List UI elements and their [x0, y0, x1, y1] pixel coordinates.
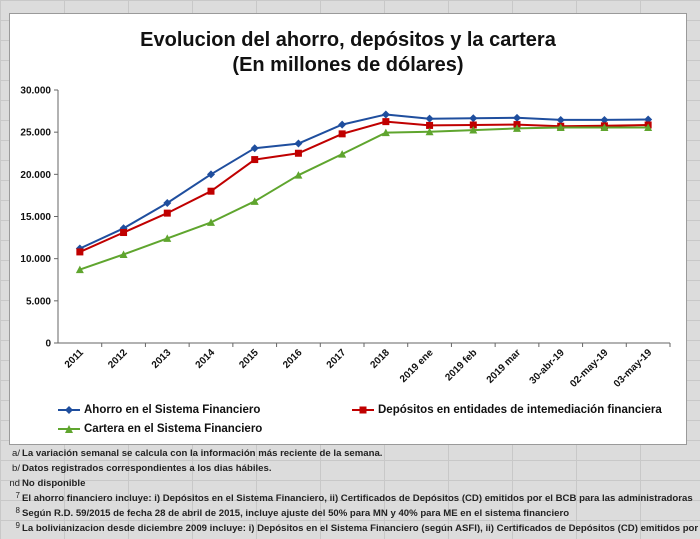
footnote-mark: a/ [11, 448, 20, 459]
series-line-2 [79, 120, 649, 253]
data-point-diamond [513, 113, 521, 122]
legend-label-cartera: Cartera en el Sistema Financiero [84, 423, 263, 435]
x-tick-label: 2019 feb [443, 347, 479, 383]
footnote-mark: b/ [11, 463, 20, 474]
footnotes: a/ La variación semanal se calcula con l… [0, 446, 700, 536]
footnote-mark: 7 [15, 491, 20, 500]
data-point-triangle [600, 123, 609, 132]
x-tick-label: 2016 [281, 347, 305, 371]
data-point-diamond [600, 115, 609, 124]
data-point-diamond [425, 114, 434, 123]
data-point-triangle [338, 150, 347, 158]
footnote-text: El ahorro financiero incluye: i) Depósit… [22, 493, 693, 504]
y-tick-label: 20.000 [20, 170, 51, 181]
data-point-triangle [425, 127, 434, 136]
legend-marker-diamond-icon [58, 406, 80, 414]
legend-marker-square-icon [352, 406, 374, 414]
x-tick-label: 2019 ene [398, 347, 436, 385]
legend-label-ahorro: Ahorro en el Sistema Financiero [84, 404, 261, 416]
footnote-row: 7 El ahorro financiero incluye: i) Depós… [0, 491, 700, 506]
x-tick-label: 2013 [150, 347, 174, 371]
data-point-square [426, 121, 434, 129]
footnote-text: La variación semanal se calcula con la i… [22, 448, 383, 459]
data-point-square [382, 118, 390, 126]
data-point-triangle [381, 128, 390, 137]
data-point-triangle [163, 234, 172, 242]
data-point-triangle [644, 123, 653, 132]
data-point-diamond [381, 110, 390, 119]
footnote-row: a/ La variación semanal se calcula con l… [0, 446, 700, 461]
legend-label-depositos: Depósitos en entidades de intemediación … [378, 404, 662, 416]
data-point-square [294, 149, 302, 157]
chart-title: Evolucion del ahorro, depósitos y la car… [140, 29, 556, 51]
y-tick-label: 30.000 [20, 86, 51, 97]
x-tick-label: 30-abr-19 [528, 347, 568, 387]
x-tick-label: 2012 [106, 347, 130, 371]
series-line-1 [79, 113, 649, 250]
data-point-square [338, 130, 346, 138]
x-tick-label: 03-may-19 [612, 347, 655, 390]
x-tick-label: 02-may-19 [568, 347, 611, 390]
data-point-triangle [469, 126, 478, 134]
footnote-mark: nd [9, 478, 20, 489]
y-tick-label: 5.000 [26, 296, 51, 307]
footnote-row: nd No disponible [0, 476, 700, 491]
x-tick-label: 2011 [63, 347, 86, 370]
footnote-mark: 8 [15, 506, 20, 515]
footnote-text: Datos registrados correspondientes a los… [22, 463, 272, 474]
data-point-triangle [250, 197, 259, 205]
footnote-mark: 9 [15, 521, 20, 530]
data-point-diamond [556, 115, 565, 124]
x-tick-label: 2018 [368, 347, 392, 371]
data-point-diamond [250, 144, 259, 153]
data-point-square [76, 248, 84, 256]
x-tick-label: 2017 [325, 347, 349, 371]
line-chart: 0 5.000 10.000 15.000 20.000 25.000 30.000 2011… [20, 86, 671, 390]
chart-subtitle: (En millones de dólares) [232, 54, 464, 76]
legend-item-ahorro: Ahorro en el Sistema Financiero [58, 404, 260, 416]
data-point-triangle [556, 123, 565, 132]
data-point-diamond [294, 139, 303, 148]
data-point-diamond [207, 170, 215, 179]
data-point-square [207, 187, 215, 195]
data-point-square [120, 229, 128, 237]
footnote-text: Según R.D. 59/2015 de fecha 28 de abril … [22, 508, 570, 519]
y-tick-label: 15.000 [20, 212, 51, 223]
chart-area[interactable]: Evolucion del ahorro, depósitos y la car… [9, 13, 687, 445]
x-tick-label: 2019 mar [485, 347, 524, 386]
legend-item-depositos: Depósitos en entidades de intemediación … [352, 404, 662, 416]
data-point-triangle [207, 218, 215, 226]
series-line-3 [79, 126, 649, 271]
legend-marker-triangle-icon [58, 425, 80, 433]
y-tick-label: 10.000 [20, 254, 51, 265]
y-tick-label: 25.000 [20, 128, 51, 139]
legend-item-cartera: Cartera en el Sistema Financiero [58, 423, 262, 435]
footnote-row: 8 Según R.D. 59/2015 de fecha 28 de abri… [0, 506, 700, 521]
footnote-row: b/ Datos registrados correspondientes a … [0, 461, 700, 476]
footnote-text: No disponible [22, 478, 86, 489]
data-point-square [251, 156, 259, 164]
data-point-square [469, 121, 477, 129]
data-point-square [163, 209, 171, 217]
y-tick-label: 0 [45, 339, 51, 350]
footnote-row: 9 La bolivianizacion desde diciembre 200… [0, 521, 700, 536]
data-point-triangle [513, 124, 521, 132]
data-point-diamond [338, 120, 347, 129]
footnote-text: La bolivianizacion desde diciembre 2009 … [22, 523, 699, 534]
x-tick-label: 2014 [194, 347, 218, 371]
data-point-triangle [119, 250, 128, 258]
data-point-diamond [163, 199, 172, 208]
data-point-triangle [75, 265, 84, 274]
x-tick-label: 2015 [237, 347, 261, 371]
data-point-diamond [469, 114, 478, 123]
data-point-triangle [294, 171, 303, 179]
